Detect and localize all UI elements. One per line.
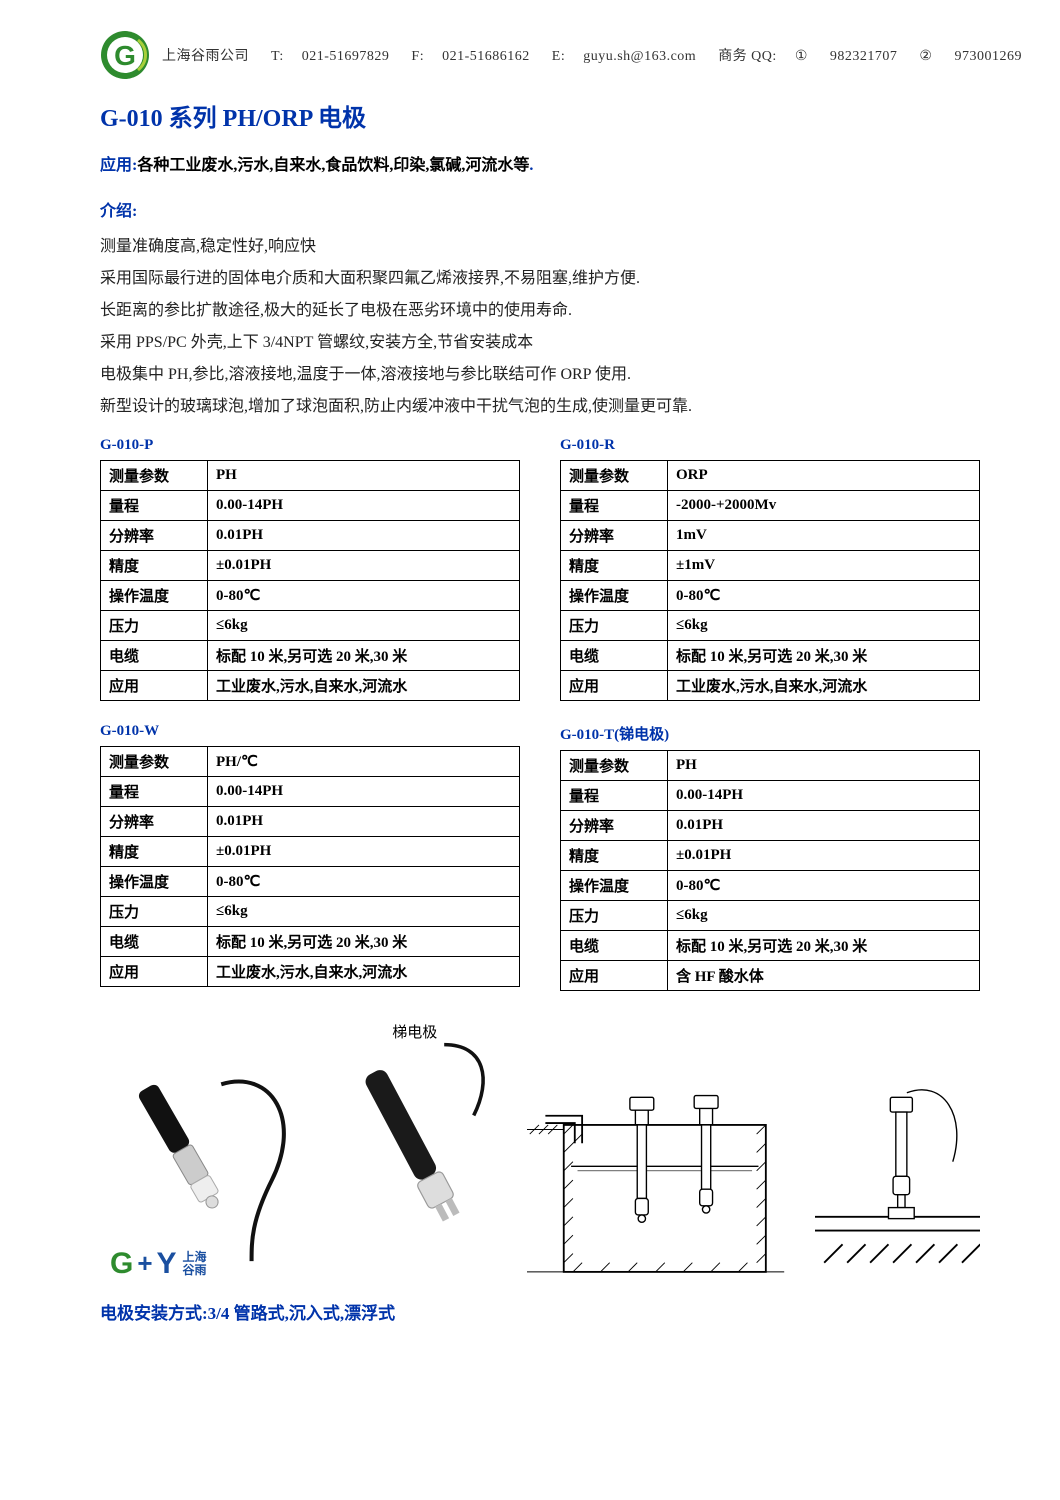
tank-svg	[527, 1079, 784, 1281]
pipe-svg	[815, 1079, 980, 1281]
spec-table: 测量参数PH 量程0.00-14PH 分辨率0.01PH 精度±0.01PH 操…	[100, 460, 520, 701]
intro-text: 测量准确度高,稳定性好,响应快 采用国际最行进的固体电介质和大面积聚四氟乙烯液接…	[100, 231, 980, 423]
intro-line: 测量准确度高,稳定性好,响应快	[100, 231, 980, 263]
figures-row: G + Y 上海 谷雨 梯电极	[100, 1021, 980, 1281]
application-line: 应用:各种工业废水,污水,自来水,食品饮料,印染,氯碱,河流水等.	[100, 151, 980, 175]
spec-block-r: G-010-R 测量参数ORP 量程-2000-+2000Mv 分辨率1mV 精…	[560, 437, 980, 701]
svg-text:G: G	[114, 40, 136, 71]
page-header: G 上海谷雨公司 T:021-51697829 F:021-51686162 E…	[100, 30, 980, 80]
intro-line: 采用国际最行进的固体电介质和大面积聚四氟乙烯液接界,不易阻塞,维护方便.	[100, 263, 980, 295]
intro-line: 新型设计的玻璃球泡,增加了球泡面积,防止内缓冲液中干扰气泡的生成,使测量更可靠.	[100, 391, 980, 423]
pipe-diagram	[815, 1079, 980, 1281]
spec-table: 测量参数ORP 量程-2000-+2000Mv 分辨率1mV 精度±1mV 操作…	[560, 460, 980, 701]
probe-2-svg	[332, 1021, 497, 1281]
intro-line: 电极集中 PH,参比,溶液接地,温度于一体,溶液接地与参比联结可作 ORP 使用…	[100, 359, 980, 391]
company-logo: G	[100, 30, 150, 80]
spec-table: 测量参数PH/℃ 量程0.00-14PH 分辨率0.01PH 精度±0.01PH…	[100, 746, 520, 987]
spec-title: G-010-W	[100, 723, 520, 740]
ladder-electrode-label: 梯电极	[392, 1021, 437, 1042]
mounting-title: 电极安装方式:3/4 管路式,沉入式,漂浮式	[100, 1299, 980, 1324]
tank-diagram	[527, 1079, 784, 1281]
intro-heading: 介绍:	[100, 197, 980, 221]
spec-title: G-010-T(锑电极)	[560, 723, 980, 744]
page-title: G-010 系列 PH/ORP 电极	[100, 98, 980, 133]
intro-line: 长距离的参比扩散途径,极大的延长了电极在恶劣环境中的使用寿命.	[100, 295, 980, 327]
probe-figure-1: G + Y 上海 谷雨	[100, 1059, 302, 1281]
spec-block-w: G-010-W 测量参数PH/℃ 量程0.00-14PH 分辨率0.01PH 精…	[100, 723, 520, 991]
gy-logo: G + Y 上海 谷雨	[110, 1247, 207, 1281]
probe-figure-2: 梯电极	[332, 1021, 497, 1281]
intro-line: 采用 PPS/PC 外壳,上下 3/4NPT 管螺纹,安装方全,节省安装成本	[100, 327, 980, 359]
spec-block-t: G-010-T(锑电极) 测量参数PH 量程0.00-14PH 分辨率0.01P…	[560, 723, 980, 991]
header-contact: 上海谷雨公司 T:021-51697829 F:021-51686162 E:g…	[162, 45, 1022, 65]
spec-title: G-010-P	[100, 437, 520, 454]
spec-title: G-010-R	[560, 437, 980, 454]
spec-block-p: G-010-P 测量参数PH 量程0.00-14PH 分辨率0.01PH 精度±…	[100, 437, 520, 701]
spec-table: 测量参数PH 量程0.00-14PH 分辨率0.01PH 精度±0.01PH 操…	[560, 750, 980, 991]
